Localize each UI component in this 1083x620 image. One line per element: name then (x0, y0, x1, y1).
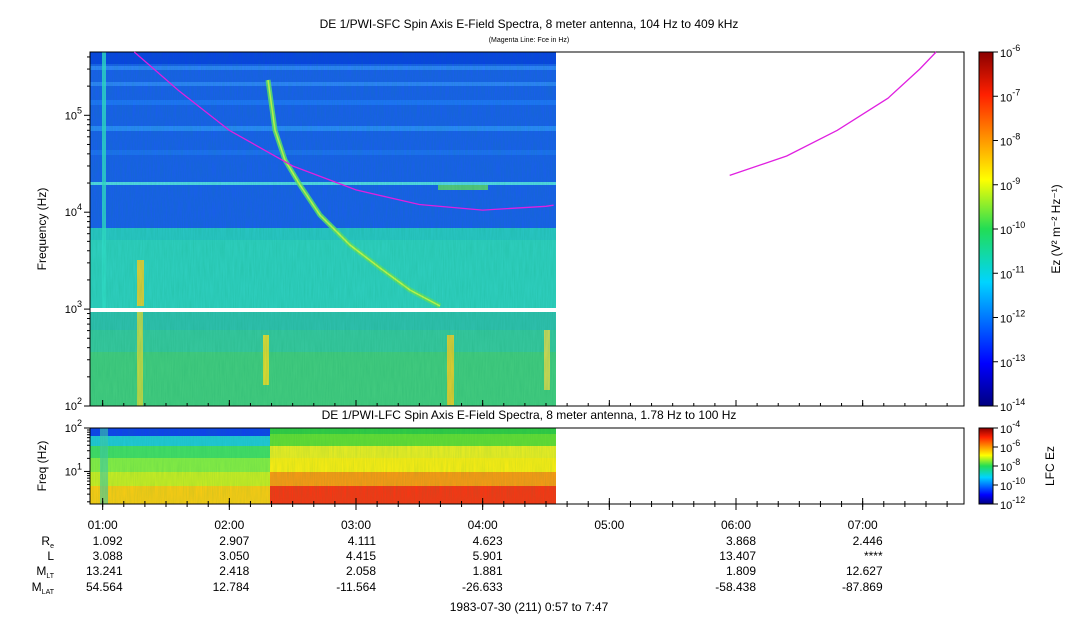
sfc-colorbar-tick-label: 10-7 (1000, 87, 1020, 104)
x-tick-label: 04:00 (468, 518, 498, 532)
ephemeris-row-label: MLT (36, 564, 54, 580)
time-axis: 01:00 02:00 03:00 04:00 05:00 06:00 07:00 (88, 400, 948, 532)
lfc-colorbar-ticks: 10-12 10-10 10-8 10-6 10-4 (993, 419, 1025, 512)
ephemeris-value: 4.415 (346, 549, 376, 563)
sfc-colorbar-tick-label: 10-13 (1000, 353, 1025, 370)
sfc-y-tick-label: 105 (65, 105, 82, 122)
x-tick-label: 06:00 (721, 518, 751, 532)
ephemeris-value: -11.564 (336, 580, 376, 594)
ephemeris-value: 3.050 (219, 549, 249, 563)
ephemeris-value: 2.418 (219, 564, 249, 578)
lfc-colorbar-label: LFC Ez (1043, 446, 1057, 486)
x-tick-label: 03:00 (341, 518, 371, 532)
fce-line-group (133, 51, 937, 211)
ephemeris-value: 4.623 (473, 534, 503, 548)
sfc-colorbar-tick-label: 10-8 (1000, 132, 1020, 149)
ephemeris-value: 4.111 (348, 534, 377, 548)
ephemeris-value: 12.627 (846, 564, 883, 578)
ephemeris-value: -26.633 (462, 580, 503, 594)
sfc-plot-frame (89, 51, 965, 407)
ephemeris-value: 12.784 (213, 580, 250, 594)
ephemeris-row-label: MLAT (32, 580, 55, 596)
x-tick-label: 01:00 (88, 518, 118, 532)
ephemeris-value: 54.564 (86, 580, 123, 594)
sfc-colorbar-tick-label: 10-6 (1000, 43, 1020, 60)
fce-line-segment (729, 51, 937, 177)
ephemeris-value: 3.868 (726, 534, 756, 548)
sfc-colorbar-ticks: 10-14 10-13 10-12 10-11 10-10 10-9 10-8 10-7 10-… (993, 43, 1025, 414)
lfc-spectrogram (90, 428, 556, 504)
lfc-colorbar-tick-label: 10-12 (1000, 495, 1025, 512)
lfc-title: DE 1/PWI-LFC Spin Axis E-Field Spectra, … (322, 408, 737, 422)
lfc-y-tick-label: 102 (65, 418, 82, 435)
sfc-colorbar-tick-label: 10-14 (1000, 397, 1025, 414)
sfc-y-axis: 102 103 104 105 (65, 56, 90, 413)
sfc-spectrogram (90, 52, 556, 406)
lfc-y-axis: 101 102 (65, 418, 90, 503)
sfc-colorbar (978, 51, 994, 407)
time-range-footer: 1983-07-30 (211) 0:57 to 7:47 (450, 600, 609, 614)
sfc-y-tick-label: 104 (65, 202, 82, 219)
ephemeris-value: 13.407 (719, 549, 756, 563)
sfc-colorbar-tick-label: 10-10 (1000, 220, 1025, 237)
ephemeris-value: -58.438 (715, 580, 756, 594)
sfc-y-tick-label: 102 (65, 396, 82, 413)
sfc-colorbar-tick-label: 10-12 (1000, 309, 1025, 326)
ephemeris-value: 13.241 (86, 564, 123, 578)
sfc-y-tick-label: 103 (65, 299, 82, 316)
sfc-y-label: Frequency (Hz) (35, 188, 49, 271)
sfc-colorbar-tick-label: 10-9 (1000, 176, 1020, 193)
x-tick-label: 07:00 (848, 518, 878, 532)
ephemeris-value: 1.809 (726, 564, 756, 578)
lfc-colorbar-tick-label: 10-10 (1000, 476, 1025, 493)
lfc-panel: DE 1/PWI-LFC Spin Axis E-Field Spectra, … (35, 408, 1057, 512)
lfc-colorbar (978, 427, 994, 505)
lfc-colorbar-tick-label: 10-4 (1000, 419, 1020, 436)
lfc-y-label: Freq (Hz) (35, 441, 49, 492)
ephemeris-table: Re 1.092 2.907 4.111 4.623 3.868 2.446 L 3.088 3.… (32, 534, 883, 596)
lfc-colorbar-tick-label: 10-6 (1000, 438, 1020, 455)
ephemeris-value: 3.088 (93, 549, 123, 563)
ephemeris-value: -87.869 (842, 580, 883, 594)
sfc-colorbar-label: Ez (V² m⁻² Hz⁻¹) (1049, 184, 1063, 273)
sfc-subtitle: (Magenta Line: Fce in Hz) (489, 37, 570, 44)
ephemeris-row-label: L (47, 549, 54, 563)
ephemeris-value: 2.907 (219, 534, 249, 548)
ephemeris-value: 1.092 (93, 534, 123, 548)
sfc-title: DE 1/PWI-SFC Spin Axis E-Field Spectra, … (320, 17, 739, 31)
x-tick-label: 02:00 (214, 518, 244, 532)
ephemeris-value: **** (864, 549, 883, 563)
ephemeris-value: 2.058 (346, 564, 376, 578)
sfc-colorbar-tick-label: 10-11 (1000, 264, 1025, 281)
lfc-plot-frame (89, 427, 965, 505)
ephemeris-row-label: Re (41, 534, 54, 550)
sfc-panel: DE 1/PWI-SFC Spin Axis E-Field Spectra, … (35, 17, 1063, 414)
lfc-colorbar-tick-label: 10-8 (1000, 457, 1020, 474)
fce-line-segment (133, 51, 554, 211)
ephemeris-value: 2.446 (853, 534, 883, 548)
ephemeris-value: 5.901 (473, 549, 503, 563)
ephemeris-value: 1.881 (473, 564, 503, 578)
lfc-y-tick-label: 101 (65, 461, 82, 478)
x-tick-label: 05:00 (594, 518, 624, 532)
